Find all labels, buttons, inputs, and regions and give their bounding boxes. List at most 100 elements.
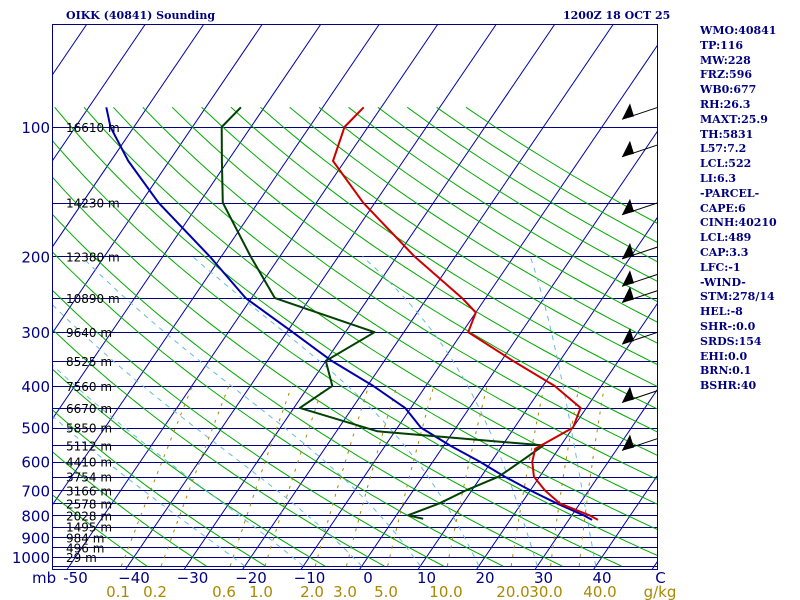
temperature-tick: C [655,569,665,587]
mixing-ratio-line [160,385,230,567]
index-row: -WIND- [700,275,746,289]
mixing-ratio-label: 5.0 [374,583,398,600]
dry-adiabat [171,106,658,433]
index-row: CINH:40210 [700,216,777,230]
mixing-ratio-line [510,385,545,567]
sounding-time: 1200Z 18 OCT 25 [563,9,671,22]
index-row: BSHR:40 [700,379,757,393]
height-label: 6670 m [66,402,112,416]
index-row: CAP:3.3 [700,245,749,259]
dry-adiabat [52,139,658,557]
mixing-ratio-label: 0.1 [106,583,130,600]
x-unit-label: mb [32,569,56,587]
isotherm [300,43,658,570]
height-label: 4410 m [66,456,112,470]
pressure-label: 200 [21,248,50,266]
dry-adiabat [289,106,658,345]
mixing-ratio-label: 40.0 [583,583,616,600]
temperature-tick: −40 [118,569,150,587]
pressure-label: 800 [21,507,50,525]
height-label: 984 m [66,531,104,545]
index-row: LFC:-1 [700,260,741,274]
dry-adiabat [52,368,326,567]
isotherm [52,24,205,249]
mixing-ratio-line [120,385,193,567]
height-label: 1495 m [66,521,112,535]
index-row: SHR-:0.0 [700,319,756,333]
temperature-tick: 10 [417,569,436,587]
index-row: MAXT:25.9 [700,112,768,126]
index-row: LCL:522 [700,157,752,171]
mixing-ratio-unit: g/kg [644,583,677,600]
wind-barbs [621,103,659,451]
index-row: BRN:0.1 [700,364,752,378]
wind-barb [621,270,659,287]
isotherm [52,24,380,507]
mixing-ratio-label: 1.0 [249,583,273,600]
height-label: 8525 m [66,355,112,369]
pressure-label: 400 [21,378,50,396]
wind-barb [621,386,659,403]
dry-adiabat [54,106,658,531]
wind-barb [621,434,659,451]
index-row: STM:278/14 [700,290,775,304]
dry-adiabat [52,250,504,567]
index-row: WMO:40841 [700,24,777,37]
indices-panel: WMO:40841 TP:116 MW:228 FRZ:596 WB0:677 RH:26… [700,24,800,394]
isotherm [52,24,322,421]
wind-barb [621,328,659,345]
mixing-ratio-line [264,385,324,567]
dry-adiabat [142,106,658,457]
index-row: MW:228 [700,53,751,67]
index-row: TH:5831 [700,127,754,141]
index-row: WB0:677 [700,83,757,97]
index-row: CAPE:6 [700,201,746,215]
parcel-trace [105,107,593,521]
height-label: 14230 m [66,197,120,211]
isotherm [52,24,263,335]
index-row: LCL:489 [700,231,752,245]
pressure-label: 1000 [12,549,50,567]
height-label: 9640 m [66,326,112,340]
isotherm [475,301,658,570]
wind-barb [621,140,659,158]
isotherm [534,387,658,570]
plot-frame [52,24,658,570]
moist-adiabat [192,256,480,567]
temperature-tick: −10 [294,569,326,587]
index-row: FRZ:596 [700,68,753,82]
index-row: RH:26.3 [700,97,751,111]
index-row: L57:7.2 [700,142,747,156]
height-label: 2578 m [66,497,112,511]
height-label: 5112 m [66,439,112,453]
temperature-tick: −20 [235,569,267,587]
mixing-ratio-label: 3.0 [333,583,357,600]
index-row: LI:6.3 [700,171,737,185]
dry-adiabat [52,493,148,567]
plot-area [52,24,658,570]
height-label: 496 m [66,541,104,555]
mixing-ratio-line [314,385,370,567]
mixing-ratio-label: 10.0 [429,583,462,600]
height-label: 3166 m [66,484,112,498]
height-label: 5850 m [66,422,112,436]
index-row: EHI:0.0 [700,349,748,363]
dewpoint-trace [220,106,545,520]
mixing-ratio-label: 2.0 [300,583,324,600]
wind-barb [621,286,659,303]
moist-adiabat [81,256,421,567]
height-label: 10890 m [66,292,120,306]
dry-adiabat [52,408,266,567]
index-row: SRDS:154 [700,334,762,348]
index-row: -PARCEL- [700,186,760,200]
pressure-label: 300 [21,324,50,342]
isotherm [183,24,556,570]
dry-adiabat [52,176,622,567]
dry-adiabat [52,289,444,567]
isotherm [52,24,146,163]
pressure-label: 500 [21,420,50,438]
wind-barb [621,103,659,120]
dry-adiabat [260,106,658,366]
height-label: 12380 m [66,250,120,264]
